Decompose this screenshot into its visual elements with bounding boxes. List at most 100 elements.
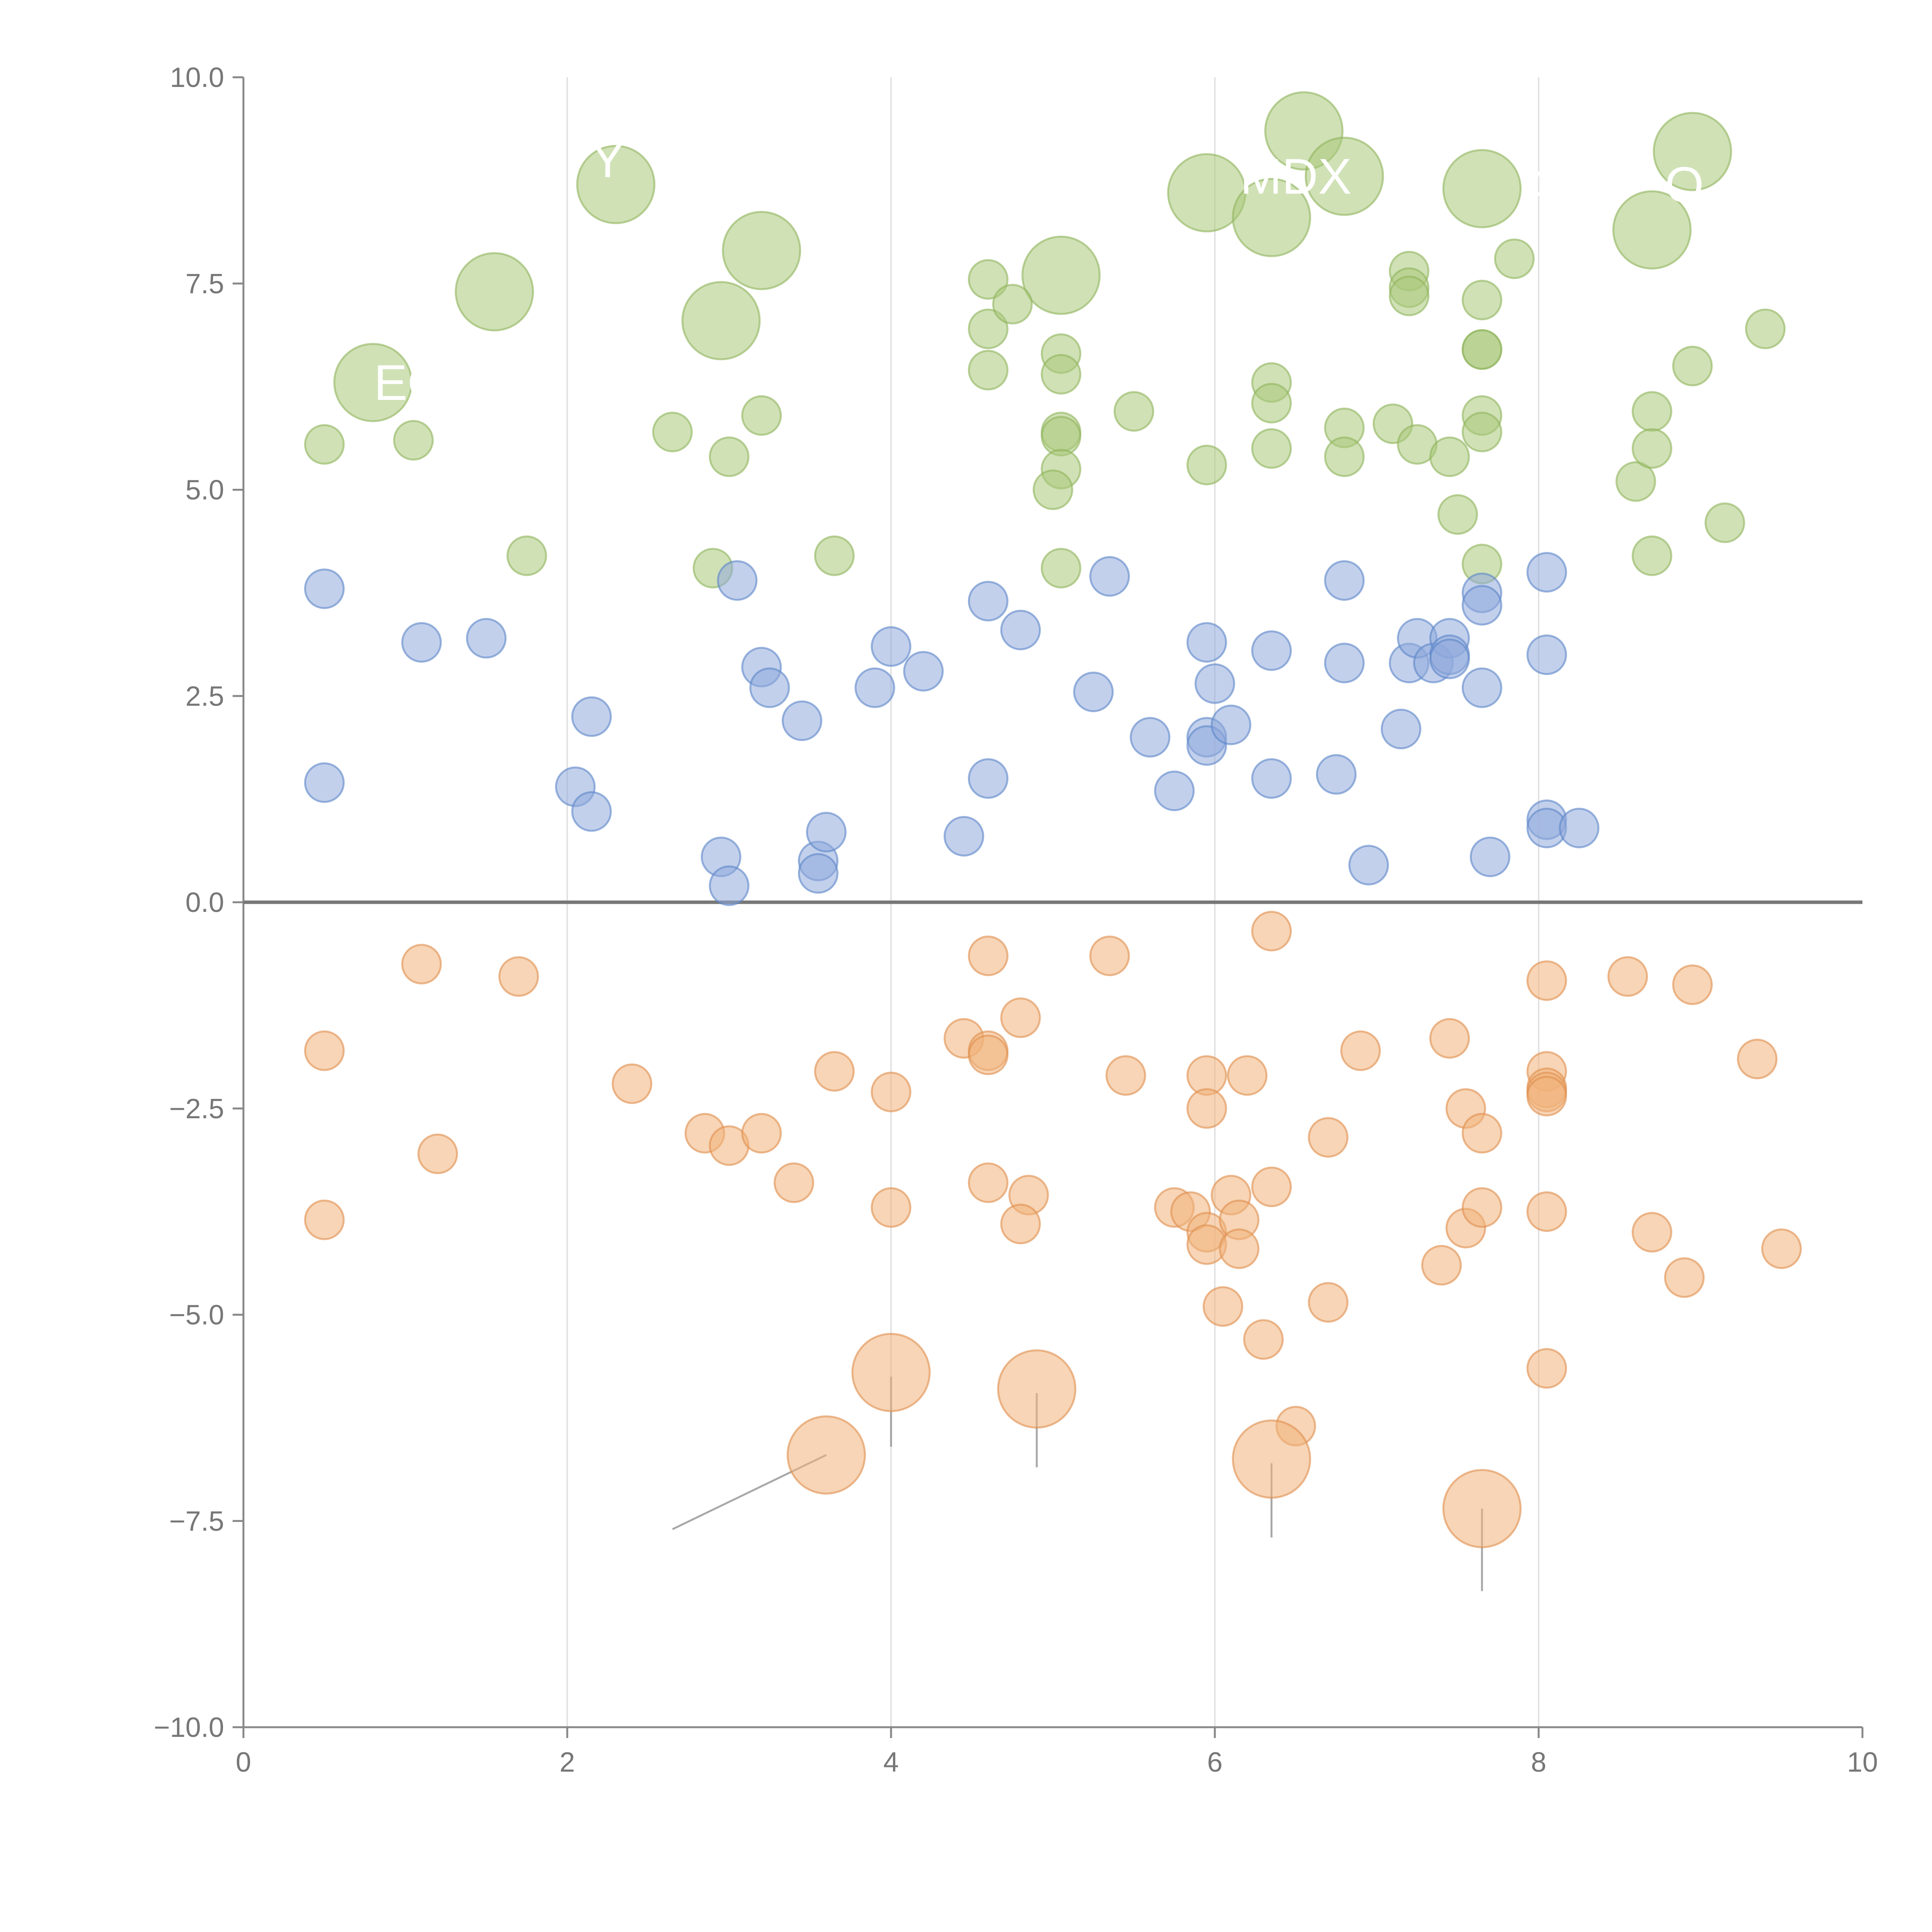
data-point-blue xyxy=(798,853,838,894)
data-point-green xyxy=(1041,354,1082,395)
data-point-green xyxy=(1389,276,1430,316)
data-point-green xyxy=(1631,391,1672,432)
data-point-blue xyxy=(717,560,758,601)
data-point-orange xyxy=(1251,1167,1292,1208)
x-tick-label: 0 xyxy=(236,1747,251,1778)
data-point-orange xyxy=(304,1199,345,1240)
y-tick-label: −5.0 xyxy=(169,1300,224,1331)
data-point-green xyxy=(709,436,750,477)
point-label: A xyxy=(1522,160,1556,217)
data-point-green xyxy=(1461,412,1502,452)
data-point-orange xyxy=(1526,960,1567,1001)
x-tick-label: 10 xyxy=(1847,1747,1878,1778)
data-point-orange xyxy=(1672,964,1713,1005)
data-point-blue xyxy=(749,667,790,708)
y-tick-label: 10.0 xyxy=(170,62,224,93)
data-point-orange xyxy=(871,1187,912,1228)
data-point-orange xyxy=(786,1415,866,1495)
data-point-green xyxy=(304,424,345,465)
data-point-green xyxy=(1304,136,1384,216)
data-point-blue xyxy=(854,667,895,708)
data-point-orange xyxy=(814,1051,855,1092)
data-point-green xyxy=(968,350,1009,391)
data-point-orange xyxy=(1761,1228,1802,1269)
data-point-blue xyxy=(1324,643,1365,684)
data-point-blue xyxy=(871,626,912,667)
data-point-green xyxy=(1631,428,1672,469)
y-tick-label: −10.0 xyxy=(154,1712,224,1743)
data-point-orange xyxy=(1089,935,1130,976)
data-point-green xyxy=(652,412,693,452)
data-point-orange xyxy=(1105,1055,1146,1096)
x-tick-label: 6 xyxy=(1207,1747,1223,1778)
data-point-blue xyxy=(1381,709,1422,750)
data-point-orange xyxy=(1232,1419,1311,1499)
data-point-orange xyxy=(1526,1191,1567,1232)
data-point-blue xyxy=(944,816,985,857)
y-tick-label: 7.5 xyxy=(185,269,224,299)
data-point-blue xyxy=(401,622,442,663)
data-point-green xyxy=(1032,469,1073,510)
data-point-green xyxy=(814,535,855,576)
data-point-green xyxy=(1251,383,1292,423)
data-point-green xyxy=(1612,190,1692,270)
data-point-blue xyxy=(1211,704,1252,745)
data-point-green xyxy=(1021,235,1101,315)
data-point-green xyxy=(1186,444,1227,485)
data-point-green xyxy=(1494,238,1535,279)
data-point-green xyxy=(576,145,656,224)
data-point-blue xyxy=(968,758,1009,799)
data-point-green xyxy=(333,343,413,422)
data-point-orange xyxy=(1202,1286,1243,1327)
data-point-green xyxy=(741,395,782,436)
data-point-orange xyxy=(1737,1039,1778,1080)
data-point-orange xyxy=(498,956,539,997)
data-point-green xyxy=(968,259,1009,300)
data-point-blue xyxy=(709,865,750,906)
data-point-orange xyxy=(851,1333,931,1412)
point-label: Y xyxy=(591,132,624,188)
data-point-green xyxy=(681,281,761,361)
data-point-blue xyxy=(1526,552,1567,593)
data-point-blue xyxy=(304,762,345,803)
axes: 10.0 7.5 5.0 2.5 0.0 −2.5 −5.0 −7.5 −10.0 0 2 4 6 8 10 xyxy=(154,62,1878,1778)
data-point-blue xyxy=(1186,622,1227,663)
data-point-green xyxy=(1041,548,1082,588)
data-point-green xyxy=(722,211,801,290)
data-point-blue xyxy=(1526,634,1567,675)
data-point-orange xyxy=(997,1349,1077,1429)
data-point-orange xyxy=(871,1071,912,1112)
data-point-green xyxy=(1653,112,1732,191)
data-point-orange xyxy=(401,944,442,985)
data-point-blue xyxy=(1251,758,1292,799)
point-labels: EG MDX A O Y xyxy=(374,132,1704,411)
data-point-orange xyxy=(968,935,1009,976)
data-point-green xyxy=(1232,178,1311,257)
point-label: EG xyxy=(374,354,447,411)
data-point-blue xyxy=(1073,672,1114,713)
data-point-blue xyxy=(903,651,944,692)
data-point-orange xyxy=(1227,1055,1268,1096)
x-tick-label: 2 xyxy=(560,1747,575,1778)
data-point-blue xyxy=(782,700,823,741)
point-label: O xyxy=(1665,156,1704,213)
data-point-orange xyxy=(1308,1117,1349,1158)
data-point-blue xyxy=(1251,630,1292,671)
data-point-orange xyxy=(417,1133,458,1174)
data-point-green xyxy=(1704,502,1745,543)
data-point-blue xyxy=(1000,609,1041,650)
data-point-blue xyxy=(1324,560,1365,601)
data-point-blue xyxy=(1194,663,1235,704)
data-point-orange xyxy=(1442,1469,1522,1548)
data-point-orange xyxy=(774,1162,815,1203)
data-point-orange xyxy=(612,1063,653,1104)
data-point-blue xyxy=(968,581,1009,622)
data-point-blue xyxy=(1348,845,1389,886)
data-point-blue xyxy=(571,696,612,737)
data-point-blue xyxy=(1461,667,1502,708)
data-point-blue xyxy=(1469,837,1510,878)
data-point-blue xyxy=(1316,754,1357,795)
data-point-orange xyxy=(1251,911,1292,952)
data-point-orange xyxy=(1308,1282,1349,1323)
data-point-blue xyxy=(806,812,847,853)
